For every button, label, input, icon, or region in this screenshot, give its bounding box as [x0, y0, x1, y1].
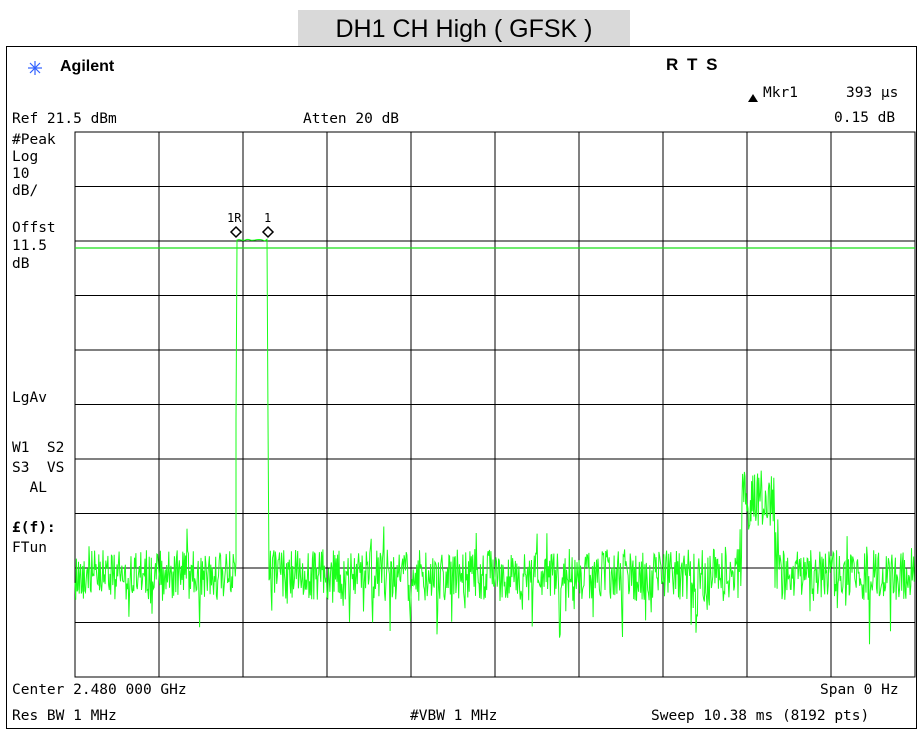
marker-label: Mkr1 [763, 85, 798, 101]
offset-label: Offst [12, 220, 56, 236]
span: Span 0 Hz [820, 682, 899, 698]
scale-value-label: 10 [12, 166, 30, 182]
ref-level: Ref 21.5 dBm [12, 111, 117, 127]
graticule [74, 131, 916, 678]
trace-status-3: AL [12, 480, 47, 496]
status-indicator: R T S [666, 55, 720, 74]
offset-unit-label: dB [12, 256, 30, 272]
marker-amplitude-value: 0.15 dB [834, 110, 896, 126]
sweep-time: Sweep 10.38 ms (8192 pts) [651, 708, 870, 724]
brand-label: Agilent [60, 58, 115, 75]
trace-line [74, 238, 915, 645]
offset-value-label: 11.5 [12, 238, 47, 254]
marker-1r-label: 1R [227, 211, 242, 225]
agilent-spark-icon [28, 61, 42, 75]
trace-status-1: W1 S2 [12, 440, 65, 456]
center-frequency: Center 2.480 000 GHz [12, 682, 187, 698]
detector-label: #Peak [12, 132, 56, 148]
marker-1r: 1R [227, 211, 242, 239]
scale-unit-label: dB/ [12, 183, 39, 199]
delta-icon [748, 94, 758, 102]
scale-type-label: Log [12, 149, 39, 165]
function-value-label: FTun [12, 540, 47, 556]
average-mode-label: LgAv [12, 390, 47, 406]
page-title: DH1 CH High ( GFSK ) [298, 10, 630, 48]
video-bandwidth: #VBW 1 MHz [410, 708, 498, 724]
analyzer-display [6, 46, 917, 729]
marker-1: 1 [261, 211, 275, 239]
marker-time-value: 393 μs [846, 85, 899, 101]
trace-status-2: S3 VS [12, 460, 65, 476]
marker-1-label: 1 [264, 211, 271, 225]
attenuation: Atten 20 dB [303, 111, 400, 127]
resolution-bandwidth: Res BW 1 MHz [12, 708, 117, 724]
function-label: £(f): [12, 520, 56, 536]
